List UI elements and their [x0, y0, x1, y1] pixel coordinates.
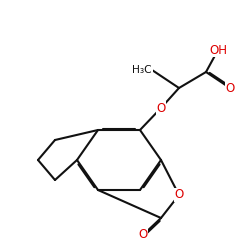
- Text: OH: OH: [209, 44, 227, 57]
- Text: H₃C: H₃C: [132, 65, 152, 75]
- Text: O: O: [156, 102, 166, 114]
- Text: O: O: [226, 82, 235, 94]
- Text: O: O: [138, 228, 147, 241]
- Text: O: O: [174, 188, 184, 202]
